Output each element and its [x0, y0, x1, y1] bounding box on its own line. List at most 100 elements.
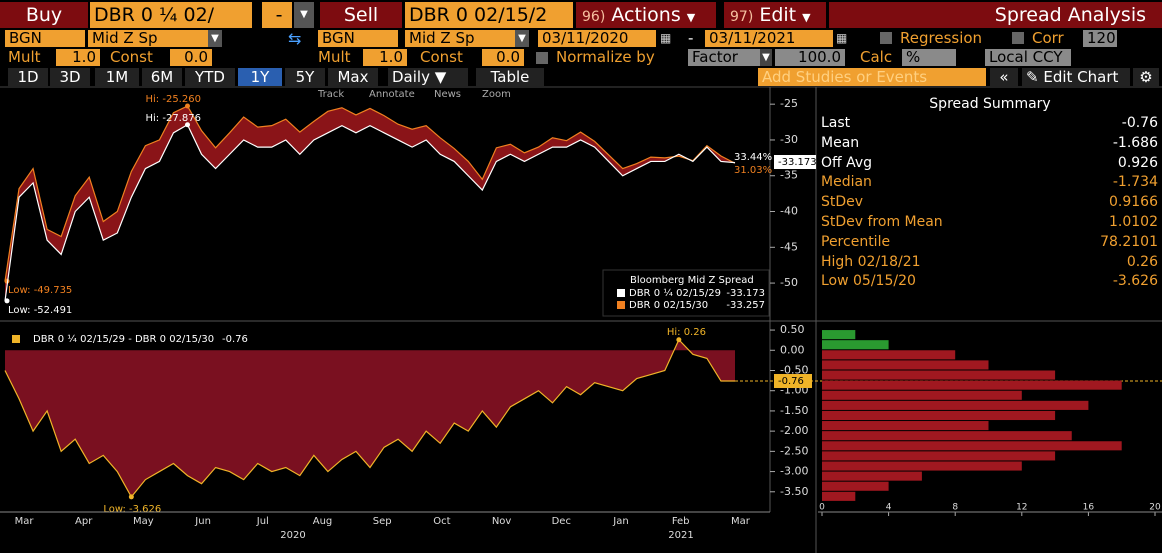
edit-chart-button[interactable]: ✎ Edit Chart: [1022, 68, 1130, 86]
summary-value: -3.626: [1112, 273, 1158, 290]
range-button[interactable]: 1M: [95, 68, 139, 86]
checkbox[interactable]: [1012, 32, 1024, 44]
tool-button[interactable]: News: [434, 89, 461, 100]
dropdown[interactable]: ▼: [760, 49, 772, 66]
summary-label: StDev from Mean: [821, 214, 943, 230]
histogram-bar: [822, 431, 1072, 441]
field-field[interactable]: Mid Z Sp: [405, 30, 515, 47]
y-tick-label: -45: [780, 240, 798, 253]
histogram-bar: [822, 441, 1122, 451]
calc-label: Calc: [860, 48, 893, 66]
summary-label: StDev: [821, 194, 864, 211]
last-value: -0.76: [778, 376, 804, 387]
calendar-icon[interactable]: ▦: [836, 31, 848, 45]
range-button[interactable]: 5Y: [285, 68, 325, 86]
legend-value: -33.173: [726, 288, 765, 299]
histogram-bar: [822, 491, 856, 501]
legend-name: DBR 0 ¼ 02/15/29: [629, 287, 721, 299]
mult-label: Mult: [8, 48, 41, 66]
x-tick-label: Mar: [15, 516, 35, 527]
x-tick-label: Dec: [552, 516, 571, 527]
summary-value: -1.734: [1112, 174, 1158, 191]
x-group-label: 2020: [280, 530, 305, 541]
dropdown[interactable]: ▼: [515, 30, 529, 47]
side-sign[interactable]: -: [262, 2, 292, 28]
summary-value: 78.2101: [1100, 233, 1158, 250]
low-marker: [128, 494, 134, 500]
corr-window[interactable]: 120: [1083, 30, 1117, 47]
sell-security[interactable]: DBR 0 02/15/2: [405, 2, 573, 28]
legend-name: DBR 0 ¼ 02/15/29 - DBR 0 02/15/30: [33, 333, 214, 345]
range-button[interactable]: YTD: [185, 68, 235, 86]
calc-field[interactable]: %: [902, 49, 956, 66]
mult-field[interactable]: 1.0: [363, 49, 407, 66]
dropdown[interactable]: ▼: [208, 30, 222, 47]
const-field[interactable]: 0.0: [170, 49, 212, 66]
summary-value: 0.926: [1117, 154, 1158, 171]
low-marker: [4, 298, 10, 304]
source-field[interactable]: BGN: [5, 30, 85, 47]
buy-security[interactable]: DBR 0 ¼ 02/: [90, 2, 252, 28]
start-date[interactable]: 03/11/2020: [538, 30, 656, 47]
range-button[interactable]: 6M: [142, 68, 182, 86]
range-button[interactable]: Max: [328, 68, 378, 86]
collapse-button[interactable]: «: [990, 68, 1018, 86]
summary-value: 1.0102: [1109, 214, 1158, 230]
settings-button[interactable]: ⚙: [1133, 68, 1159, 86]
field-field[interactable]: Mid Z Sp: [88, 30, 208, 47]
y-tick-label: -3.50: [780, 485, 808, 498]
y-tick-label: -2.50: [780, 444, 808, 457]
high-marker: [185, 103, 190, 109]
tool-button[interactable]: Track: [317, 89, 344, 100]
edit-menu[interactable]: 97) Edit ▼: [724, 2, 826, 28]
factor-field[interactable]: 100.0: [775, 49, 845, 66]
x-tick-label: 0: [819, 503, 825, 513]
summary-title: Spread Summary: [929, 96, 1051, 112]
date-separator: -: [688, 29, 694, 47]
high-label: Hi: 0.26: [667, 327, 706, 338]
low-label: Low: -3.626: [103, 504, 161, 515]
studies-field[interactable]: Add Studies or Events: [758, 68, 986, 86]
summary-label: Mean: [821, 134, 860, 151]
sell-label: Sell: [320, 2, 402, 28]
checkbox[interactable]: [880, 32, 892, 44]
currency-field[interactable]: Local CCY: [985, 49, 1071, 66]
edit-chart-text: Edit Chart: [1043, 68, 1119, 86]
const-field[interactable]: 0.0: [482, 49, 524, 66]
histogram-bar: [822, 421, 989, 431]
mult-field[interactable]: 1.0: [56, 49, 100, 66]
x-tick-label: Feb: [672, 516, 690, 527]
calendar-icon[interactable]: ▦: [660, 31, 672, 45]
actions-menu[interactable]: 96) Actions ▼: [576, 2, 716, 28]
range-button[interactable]: 1D: [8, 68, 48, 86]
legend-swatch: [617, 289, 625, 297]
dropdown[interactable]: ▼: [294, 2, 314, 28]
normalize-method[interactable]: Factor: [688, 49, 760, 66]
x-tick-label: 8: [952, 503, 958, 513]
source-field[interactable]: BGN: [318, 30, 398, 47]
swap-icon[interactable]: ⇆: [288, 29, 302, 48]
range-button[interactable]: 1Y: [238, 68, 282, 86]
checkbox[interactable]: [536, 52, 548, 64]
tool-button[interactable]: Annotate: [369, 89, 415, 100]
histogram-bar: [822, 350, 956, 360]
x-tick-label: Aug: [313, 516, 333, 527]
x-group-label: 2021: [668, 530, 693, 541]
menu-number: 96): [582, 9, 606, 25]
const-label: Const: [110, 48, 153, 66]
end-date[interactable]: 03/11/2021: [705, 30, 833, 47]
y-tick-label: -0.50: [780, 363, 808, 376]
y-tick-label: -50: [780, 276, 798, 289]
table-button[interactable]: Table: [476, 68, 544, 86]
histogram-bar: [822, 360, 989, 370]
x-tick-label: Mar: [731, 516, 751, 527]
y-tick-label: -3.00: [780, 465, 808, 478]
series-line: [4, 105, 736, 282]
range-button[interactable]: 3D: [50, 68, 90, 86]
normalize-label: Normalize by: [556, 48, 655, 66]
tool-button[interactable]: Zoom: [482, 89, 511, 100]
histogram-bar: [822, 340, 889, 350]
page-title: Spread Analysis: [829, 2, 1162, 28]
frequency[interactable]: Daily ▼: [388, 68, 468, 86]
